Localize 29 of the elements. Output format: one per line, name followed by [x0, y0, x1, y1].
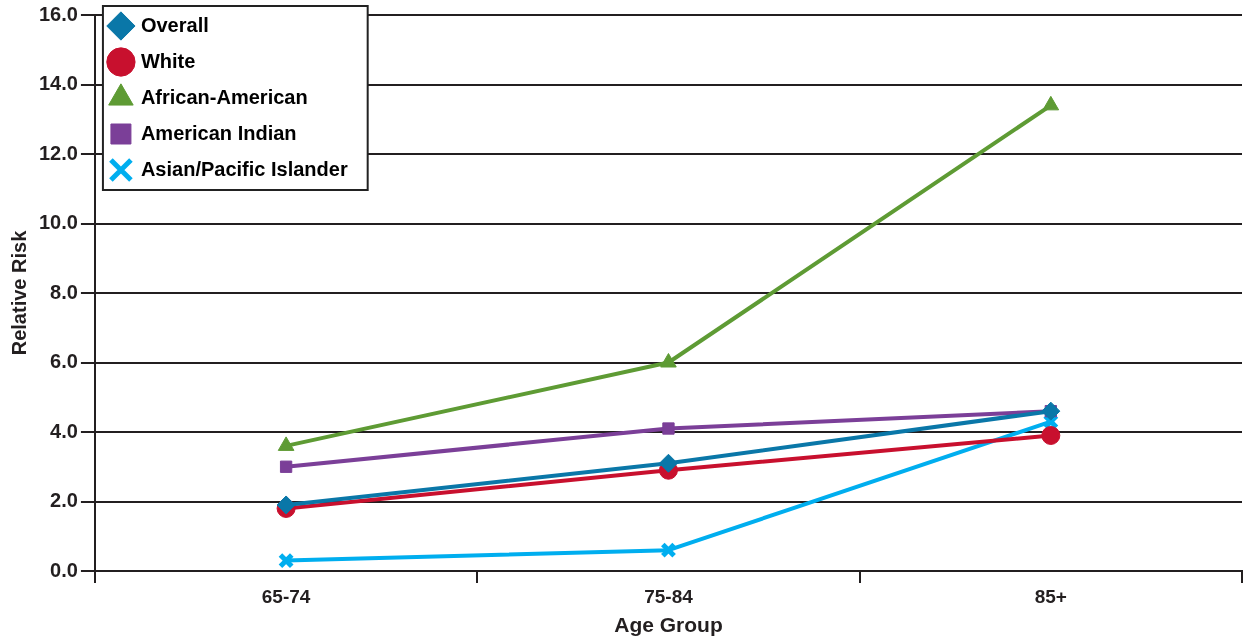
point — [277, 552, 295, 569]
point — [658, 453, 678, 473]
x-tick-label: 75-84 — [644, 585, 694, 607]
x-tick-label: 85+ — [1034, 585, 1067, 607]
y-tick-label: 10.0 — [38, 211, 78, 234]
legend-label: Overall — [140, 13, 209, 36]
point — [1041, 401, 1061, 421]
point — [277, 436, 295, 451]
legend-label: African-American — [140, 85, 308, 108]
legend-label: White — [140, 49, 196, 72]
y-axis-title: Relative Risk — [7, 229, 30, 356]
y-tick-label: 0.0 — [50, 558, 78, 581]
legend-label: Asian/Pacific Islander — [140, 157, 348, 180]
legend-label: American Indian — [140, 121, 297, 144]
x-axis-title: Age Group — [614, 613, 723, 637]
y-tick-label: 6.0 — [50, 350, 78, 373]
x-tick-label: 65-74 — [261, 585, 311, 607]
point — [660, 353, 677, 368]
y-tick-label: 14.0 — [38, 72, 78, 95]
y-tick-label: 12.0 — [38, 141, 78, 164]
y-tick-label: 2.0 — [50, 489, 78, 512]
point — [279, 460, 293, 473]
y-tick-label: 16.0 — [38, 2, 78, 25]
point — [1041, 425, 1061, 445]
y-tick-label: 4.0 — [50, 419, 78, 442]
point — [1042, 95, 1060, 111]
point — [662, 422, 675, 435]
point — [660, 541, 677, 559]
y-tick-label: 8.0 — [50, 280, 78, 303]
